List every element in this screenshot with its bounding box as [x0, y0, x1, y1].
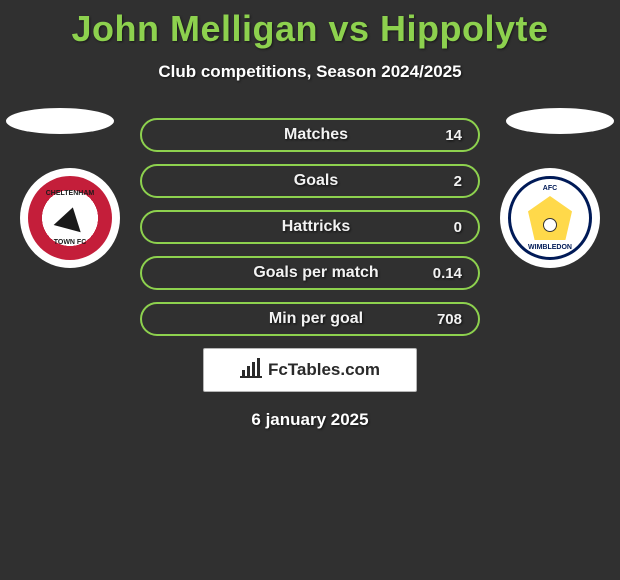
stat-value-right: 2 [414, 173, 462, 190]
stat-row-goals: Goals 2 [140, 164, 480, 198]
badge-text: CHELTENHAM [46, 190, 94, 197]
badge-text: WIMBLEDON [528, 244, 572, 251]
stat-row-matches: Matches 14 [140, 118, 480, 152]
club-badge-left: CHELTENHAM TOWN FC [20, 168, 120, 268]
brand-label: FcTables.com [268, 360, 380, 380]
comparison-area: CHELTENHAM TOWN FC AFC WIMBLEDON Matches… [0, 118, 620, 430]
cheltenham-badge-icon: CHELTENHAM TOWN FC [28, 176, 112, 260]
stat-value-right: 708 [414, 311, 462, 328]
stat-label: Goals per match [158, 264, 414, 282]
stat-row-goals-per-match: Goals per match 0.14 [140, 256, 480, 290]
marker-right [506, 108, 614, 134]
marker-left [6, 108, 114, 134]
wimbledon-badge-icon: AFC WIMBLEDON [508, 176, 592, 260]
stat-value-right: 0.14 [414, 265, 462, 282]
stat-row-min-per-goal: Min per goal 708 [140, 302, 480, 336]
brand-attribution[interactable]: FcTables.com [203, 348, 417, 392]
stat-label: Min per goal [158, 310, 414, 328]
stat-label: Matches [158, 126, 414, 144]
stat-row-hattricks: Hattricks 0 [140, 210, 480, 244]
subtitle: Club competitions, Season 2024/2025 [0, 62, 620, 82]
stat-label: Goals [158, 172, 414, 190]
stat-label: Hattricks [158, 218, 414, 236]
page-title: John Melligan vs Hippolyte [0, 0, 620, 50]
club-badge-right: AFC WIMBLEDON [500, 168, 600, 268]
badge-text: TOWN FC [54, 239, 87, 246]
stat-rows: Matches 14 Goals 2 Hattricks 0 Goals per… [140, 118, 480, 336]
stat-value-right: 0 [414, 219, 462, 236]
badge-text: AFC [543, 185, 557, 192]
date-label: 6 january 2025 [0, 410, 620, 430]
bar-chart-icon [240, 358, 262, 383]
stat-value-right: 14 [414, 127, 462, 144]
